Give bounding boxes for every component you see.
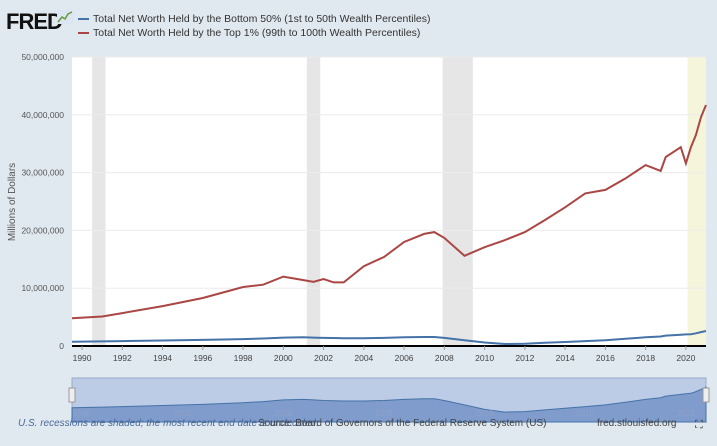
y-tick-label: 40,000,000 — [21, 110, 64, 120]
fred-logo[interactable]: FRED — [6, 9, 63, 34]
navigator-label: 2005 — [375, 409, 393, 418]
legend-label: Total Net Worth Held by the Bottom 50% (… — [93, 13, 431, 25]
legend-item-top1[interactable]: Total Net Worth Held by the Top 1% (99th… — [78, 26, 431, 40]
x-tick-label: 2014 — [556, 353, 575, 363]
navigator-label: 2000 — [274, 409, 292, 418]
navigator-handle-left[interactable] — [68, 387, 76, 403]
legend-swatch-blue — [78, 18, 89, 21]
series-line-bottom50 — [71, 330, 707, 346]
navigator-handle-right[interactable] — [702, 387, 710, 403]
navigator-label: 2015 — [576, 409, 594, 418]
navigator-label: 2020 — [677, 409, 695, 418]
y-axis-title: Millions of Dollars — [7, 163, 18, 241]
line-chart-icon — [57, 10, 73, 24]
x-tick-label: 1998 — [234, 353, 253, 363]
x-tick-label: 2004 — [354, 353, 373, 363]
plot-area — [72, 57, 706, 346]
x-tick-label: 2006 — [395, 353, 414, 363]
recession-band — [442, 57, 473, 346]
legend: Total Net Worth Held by the Bottom 50% (… — [78, 12, 431, 40]
x-tick-label: 2010 — [475, 353, 494, 363]
recession-band — [306, 57, 321, 346]
legend-swatch-red — [78, 32, 89, 35]
series-line-top1 — [71, 104, 707, 320]
x-tick-label: 1992 — [113, 353, 132, 363]
x-tick-label: 2008 — [435, 353, 454, 363]
x-tick-label: 1994 — [153, 353, 172, 363]
recession-band — [687, 57, 706, 346]
y-tick-label: 20,000,000 — [21, 225, 64, 235]
x-tick-label: 1996 — [193, 353, 212, 363]
source-text: Source: Board of Governors of the Federa… — [258, 418, 547, 429]
y-tick-label: 30,000,000 — [21, 168, 64, 178]
y-tick-label: 10,000,000 — [21, 283, 64, 293]
x-tick-label: 2012 — [515, 353, 534, 363]
recession-note: U.S. recessions are shaded; the most rec… — [18, 418, 319, 429]
recession-band — [92, 57, 106, 346]
legend-label: Total Net Worth Held by the Top 1% (99th… — [93, 27, 421, 39]
legend-item-bottom50[interactable]: Total Net Worth Held by the Bottom 50% (… — [78, 12, 431, 26]
fullscreen-icon[interactable]: ⛶ — [695, 419, 703, 431]
x-tick-label: 1990 — [73, 353, 92, 363]
site-link[interactable]: fred.stlouisfed.org — [597, 418, 677, 429]
x-tick-label: 2016 — [596, 353, 615, 363]
y-tick-label: 50,000,000 — [21, 52, 64, 62]
navigator-series — [71, 386, 707, 423]
navigator-label: 1990 — [73, 409, 91, 418]
x-tick-label: 2000 — [274, 353, 293, 363]
x-tick-label: 2018 — [636, 353, 655, 363]
y-tick-label: 0 — [59, 341, 64, 351]
x-tick-label: 2002 — [314, 353, 333, 363]
navigator-label: 2010 — [476, 409, 494, 418]
x-tick-label: 2020 — [676, 353, 695, 363]
navigator-label: 1995 — [174, 409, 192, 418]
